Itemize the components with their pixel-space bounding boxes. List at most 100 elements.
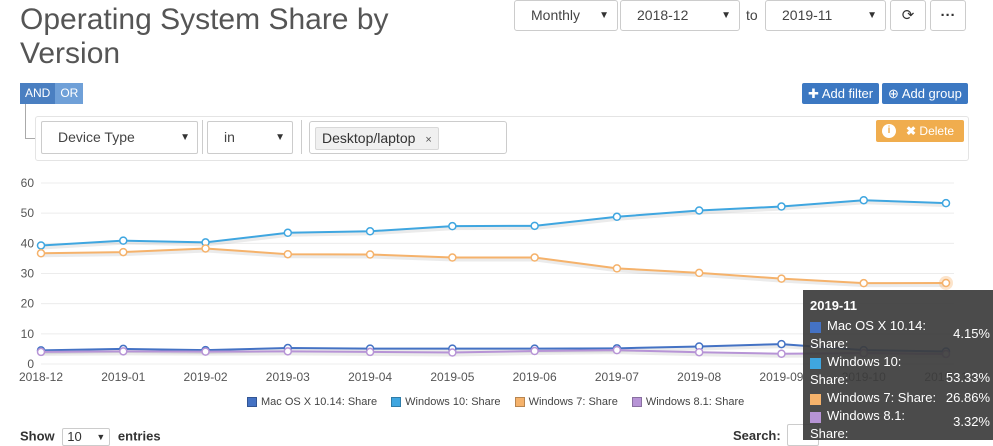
data-point (941, 278, 951, 288)
to-date-select[interactable]: 2019-11 ▼ (765, 0, 886, 31)
chevron-down-icon: ▼ (867, 10, 877, 21)
chart-legend: Mac OS X 10.14: Share Windows 10: Share Wi… (247, 396, 744, 408)
add-group-label: Add group (901, 86, 962, 101)
legend-item[interactable]: Mac OS X 10.14: Share (247, 396, 377, 408)
plus-icon: ✚ (808, 86, 819, 101)
interval-select[interactable]: Monthly ▼ (514, 0, 618, 31)
data-point (612, 345, 622, 355)
search-label: Search: (733, 428, 781, 443)
delete-rule-button[interactable]: i ✖ Delete (876, 120, 964, 142)
delete-label: Delete (919, 124, 955, 138)
x-tick-label: 2019-05 (430, 370, 474, 384)
x-tick-label: 2019-09 (759, 370, 803, 384)
y-tick-label: 10 (21, 327, 35, 341)
tooltip-share-label: Share: (810, 372, 849, 387)
y-tick-label: 60 (21, 176, 35, 190)
data-point (448, 221, 457, 231)
data-point (36, 249, 46, 258)
data-point (448, 348, 457, 357)
from-date-value: 2018-12 (637, 7, 689, 23)
legend-swatch (810, 358, 821, 369)
data-point (365, 250, 375, 259)
chevron-down-icon: ▼ (180, 132, 190, 143)
from-date-select[interactable]: 2018-12 ▼ (620, 0, 740, 31)
tooltip-row-win10: Windows 10: Share: 53.33% (810, 354, 990, 390)
legend-label: Windows 7: Share (528, 396, 618, 408)
data-point (694, 268, 704, 278)
or-button[interactable]: OR (55, 83, 84, 104)
data-point (119, 347, 128, 356)
tooltip-title: 2019-11 (810, 298, 857, 313)
more-options-button[interactable]: ··· (930, 0, 966, 31)
value-tag: Desktop/laptop × (315, 127, 439, 150)
chevron-down-icon: ▼ (275, 132, 285, 143)
chevron-down-icon: ▼ (96, 432, 106, 442)
data-point (283, 347, 293, 356)
series-line (40, 247, 947, 285)
legend-item[interactable]: Windows 7: Share (514, 396, 618, 408)
x-tick-label: 2019-08 (677, 370, 721, 384)
legend-swatch (810, 412, 821, 423)
data-point (941, 198, 951, 208)
data-point (530, 346, 539, 356)
page-title: Operating System Share by Version (20, 3, 389, 70)
data-point (777, 274, 786, 283)
legend-swatch (631, 397, 642, 407)
tooltip-row-value: 26.86% (945, 390, 990, 405)
data-point (283, 228, 293, 238)
legend-label: Windows 8.1: Share (645, 396, 745, 408)
value-tag-label: Desktop/laptop (322, 130, 416, 146)
series-line (40, 199, 947, 247)
tooltip-row-name: Windows 10: (827, 354, 902, 369)
data-point (530, 253, 539, 262)
data-point (777, 349, 786, 358)
page-size-select[interactable]: 10 ▼ (62, 428, 111, 446)
entries-label: entries (117, 428, 161, 444)
data-point (859, 195, 868, 205)
page-size-value: 10 (67, 429, 82, 444)
data-point (365, 347, 375, 357)
refresh-button[interactable]: ⟳ (890, 0, 926, 31)
x-tick-label: 2018-12 (19, 370, 63, 384)
tooltip-row-value: 3.32% (953, 414, 990, 429)
y-tick-label: 20 (21, 297, 35, 311)
tooltip-row-name: Windows 7: Share: (827, 390, 937, 405)
value-input[interactable]: Desktop/laptop × (309, 121, 507, 154)
series-line (40, 349, 947, 355)
add-filter-label: Add filter (821, 86, 874, 101)
add-group-button[interactable]: ⊕ Add group (882, 83, 968, 104)
data-point (36, 241, 46, 250)
operator-value: in (224, 129, 235, 145)
x-tick-label: 2019-04 (348, 370, 392, 384)
tag-remove-icon[interactable]: × (425, 134, 432, 146)
add-filter-button[interactable]: ✚ Add filter (802, 83, 880, 104)
legend-item[interactable]: Windows 10: Share (391, 396, 501, 408)
to-label: to (746, 7, 758, 23)
data-point (365, 227, 375, 236)
tooltip-row-mac: Mac OS X 10.14: Share: 4.15% (810, 318, 990, 354)
y-tick-label: 0 (27, 357, 34, 371)
divider (202, 120, 203, 154)
and-or-toggle: AND OR (20, 83, 84, 104)
data-point (530, 221, 539, 231)
data-point (612, 212, 622, 222)
legend-item[interactable]: Windows 8.1: Share (631, 396, 745, 408)
plus-circle-icon: ⊕ (888, 86, 899, 101)
y-tick-label: 30 (21, 267, 35, 281)
info-icon: i (882, 124, 896, 138)
field-select[interactable]: Device Type ▼ (41, 121, 198, 154)
series-line (40, 343, 947, 353)
ellipsis-icon: ··· (940, 7, 956, 24)
chart-tooltip: 2019-11 Mac OS X 10.14: Share: 4.15% Win… (803, 290, 993, 441)
tooltip-row-name: Windows 8.1: (827, 408, 906, 423)
data-point (694, 347, 704, 357)
data-point (612, 264, 622, 273)
series-shadow (41, 350, 948, 358)
data-point (119, 247, 128, 257)
operator-select[interactable]: in ▼ (207, 121, 293, 154)
data-point (448, 253, 457, 262)
x-tick-label: 2019-06 (513, 370, 557, 384)
data-point (201, 244, 210, 253)
and-button[interactable]: AND (20, 83, 56, 104)
y-tick-label: 50 (21, 206, 35, 220)
